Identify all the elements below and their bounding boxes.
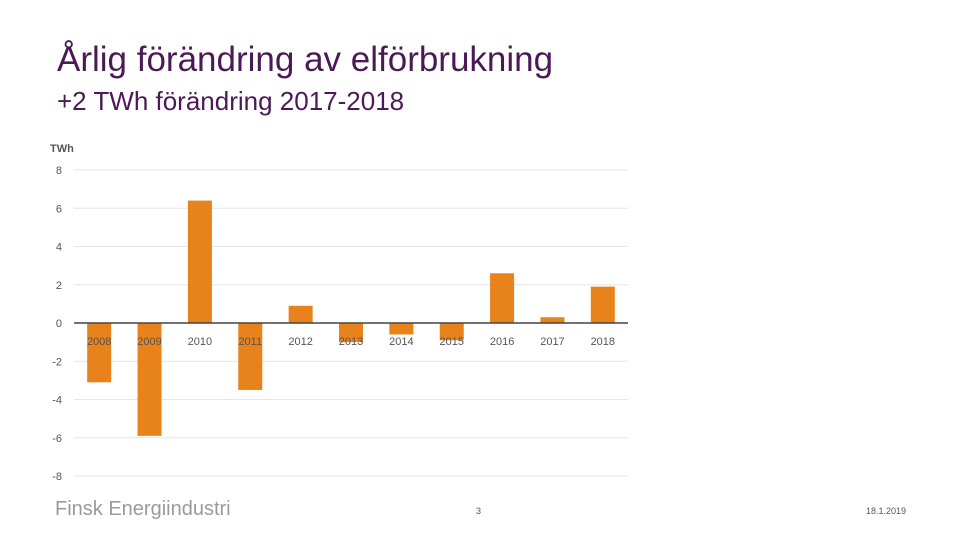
x-tick-label: 2014: [389, 336, 413, 348]
x-tick-label: 2016: [490, 336, 514, 348]
y-tick-label: -4: [52, 395, 62, 407]
slide-title: Årlig förändring av elförbrukning: [57, 40, 554, 79]
bar-2012: [288, 305, 313, 323]
bar-2017: [540, 317, 565, 323]
x-tick-label: 2009: [137, 336, 161, 348]
y-tick-label: 2: [56, 280, 62, 292]
bar-2009: [137, 323, 162, 436]
bar-2013: [339, 323, 363, 343]
x-tick-label: 2011: [238, 336, 262, 348]
page-number: 3: [476, 506, 482, 516]
y-tick-label: 6: [56, 203, 62, 215]
x-tick-label: 2017: [540, 336, 564, 348]
y-tick-label: -2: [52, 356, 62, 368]
axes: 8 6 4 2 0 -2 -4 -6 -8 2008 2009 2010 2011 2012 2013 201…: [52, 165, 628, 483]
bar-2015: [439, 323, 464, 341]
x-tick-label: 2010: [188, 336, 212, 348]
bar-2014: [389, 323, 414, 335]
y-tick-label: -8: [52, 471, 62, 483]
y-tick-label: 4: [56, 242, 62, 254]
bar-2008: [87, 323, 112, 383]
x-tick-label: 2015: [439, 336, 463, 348]
bar-2016: [490, 273, 515, 323]
bars: [87, 200, 615, 436]
y-tick-label: 8: [56, 165, 62, 177]
bar-2011: [238, 323, 263, 390]
bar-2018: [590, 286, 615, 323]
footer-date: 18.1.2019: [866, 506, 907, 516]
slide-subtitle: +2 TWh förändring 2017-2018: [57, 86, 405, 116]
x-tick-label: 2013: [339, 336, 363, 348]
x-tick-label: 2008: [87, 336, 111, 348]
x-tick-label: 2018: [591, 336, 615, 348]
y-tick-label: 0: [56, 318, 62, 330]
y-axis-unit-label: TWh: [50, 143, 74, 155]
footer-logo: Finsk Energiindustri: [55, 498, 231, 520]
bar-2010: [187, 200, 212, 323]
y-tick-label: -6: [52, 433, 62, 445]
x-tick-label: 2012: [288, 336, 312, 348]
